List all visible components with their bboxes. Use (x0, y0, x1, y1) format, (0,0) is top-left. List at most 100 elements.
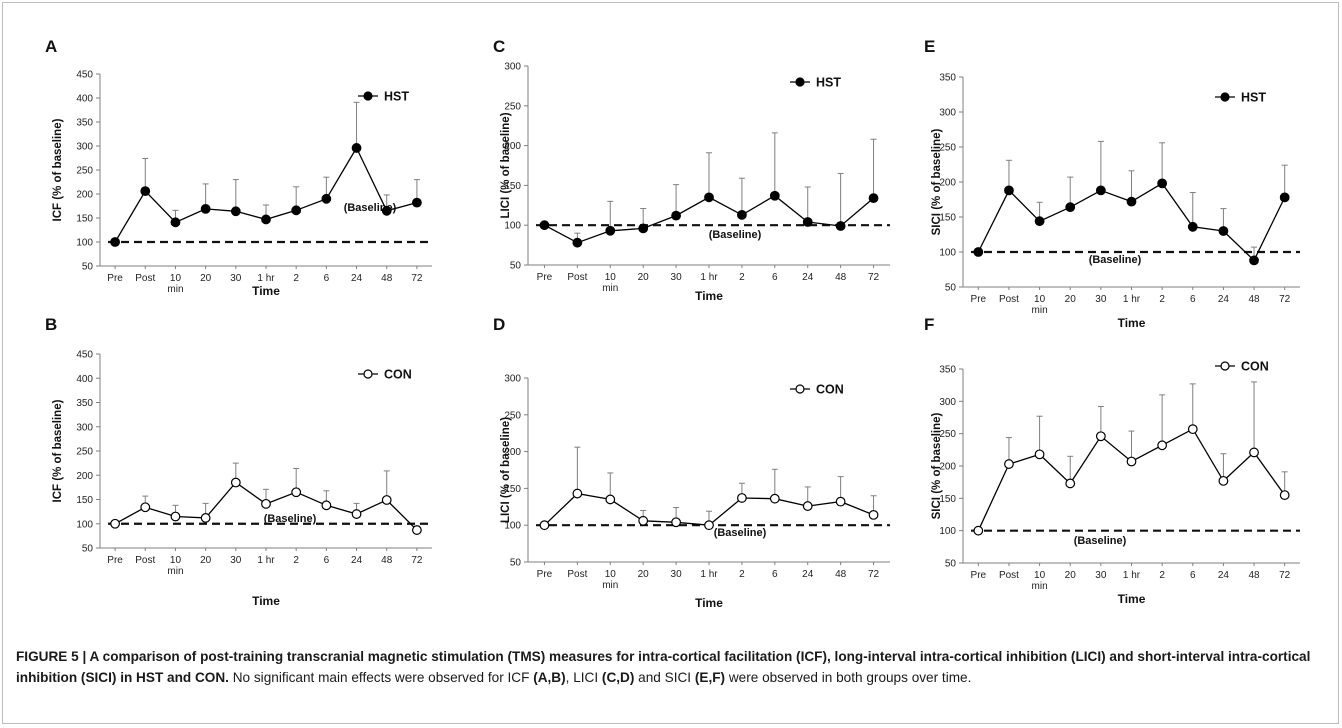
x-tick-label: 30 (1095, 570, 1107, 581)
data-point (835, 221, 846, 231)
x-tick-label: 30 (230, 555, 242, 566)
data-point (1034, 449, 1045, 460)
data-point (230, 477, 241, 488)
x-tick-label: 1 hr (700, 569, 718, 580)
data-point (200, 513, 211, 523)
x-tick-label: 48 (381, 273, 393, 284)
x-tick-label: 2 (739, 569, 745, 580)
data-point (737, 209, 747, 220)
caption-body-3: and SICI (634, 670, 695, 685)
data-point (1065, 202, 1076, 213)
data-point (835, 496, 846, 507)
x-axis-title: Time (695, 289, 723, 303)
data-point (605, 225, 616, 236)
data-point (170, 511, 181, 522)
x-tick-label: 48 (1248, 294, 1260, 305)
data-point (321, 500, 332, 511)
y-tick-label: 100 (939, 526, 956, 537)
x-tick-label: 30 (671, 272, 683, 283)
x-tick-label: Post (135, 273, 155, 284)
x-tick-label: 48 (835, 272, 847, 283)
y-axis-title: SICI (% of baseline) (931, 412, 943, 519)
data-point (381, 495, 392, 505)
y-tick-label: 250 (504, 101, 521, 112)
x-tick-label: 1 hr (1123, 570, 1141, 581)
x-tick-label: 72 (1279, 294, 1291, 305)
x-tick-label: Pre (537, 569, 553, 580)
x-tick-label: 20 (200, 273, 212, 284)
x-tick-label: 20 (200, 555, 212, 566)
x-tick-label-line2: min (602, 580, 618, 591)
data-point (1126, 456, 1137, 467)
data-point (321, 193, 332, 204)
x-tick-label: 24 (351, 273, 363, 284)
legend-marker (1220, 92, 1230, 102)
y-tick-label: 200 (76, 190, 93, 201)
y-tick-label: 100 (504, 221, 521, 232)
data-point (1004, 459, 1014, 469)
y-tick-label: 350 (76, 398, 93, 409)
x-tick-label: 6 (772, 272, 778, 283)
y-tick-label: 150 (76, 495, 93, 506)
y-axis-title: LICI (% of baseline) (500, 417, 512, 523)
x-tick-label: 30 (671, 569, 683, 580)
x-tick-label: Post (999, 294, 1019, 305)
x-tick-label: 6 (324, 273, 330, 284)
x-tick-label-line2: min (167, 284, 183, 295)
x-tick-label: 1 hr (257, 555, 275, 566)
legend-label: HST (816, 76, 841, 90)
baseline-label: (Baseline) (1074, 535, 1127, 547)
data-point (638, 223, 649, 234)
y-tick-label: 200 (939, 178, 956, 189)
x-tick-label: 72 (868, 569, 880, 580)
x-tick-label: 20 (638, 272, 650, 283)
x-tick-label: Post (567, 272, 587, 283)
legend-label: CON (816, 383, 844, 397)
data-point (110, 237, 120, 247)
x-tick-label: 2 (1159, 294, 1165, 305)
x-tick-label-line2: min (167, 566, 183, 577)
data-point (412, 197, 422, 208)
x-tick-label: 24 (802, 272, 814, 283)
data-point (1065, 478, 1076, 489)
x-tick-label: 1 hr (257, 273, 275, 284)
x-tick-label: 2 (293, 555, 299, 566)
data-point (671, 517, 681, 528)
x-axis-title: Time (1118, 316, 1146, 330)
data-point (291, 487, 302, 498)
baseline-label: (Baseline) (709, 229, 762, 241)
y-tick-label: 200 (504, 447, 521, 458)
chart-panel-f: F 50 100 150 200 250 300 350 SICI (% of baseline… (924, 315, 1300, 606)
y-tick-label: 100 (939, 248, 956, 259)
data-point (704, 192, 714, 203)
data-point (1034, 216, 1045, 227)
y-tick-label: 150 (939, 494, 956, 505)
y-tick-label: 200 (939, 462, 956, 473)
legend-marker (363, 91, 373, 101)
panel-label: D (493, 315, 505, 334)
data-point (1004, 185, 1014, 196)
data-point (230, 206, 241, 217)
y-tick-label: 50 (82, 544, 94, 555)
data-point (140, 502, 151, 513)
x-tick-label: 72 (411, 273, 423, 284)
baseline-label: (Baseline) (264, 513, 317, 525)
data-point (351, 509, 362, 519)
chart-panel-a: A 50 100 150 200 250 300 350 400 450 ICF (% of bas… (45, 37, 432, 298)
data-point (1279, 490, 1290, 501)
x-tick-label: 10 (1034, 570, 1046, 581)
panel-label: F (924, 315, 934, 334)
data-point (802, 501, 813, 511)
data-point (1249, 255, 1259, 266)
x-tick-label: 72 (868, 272, 880, 283)
y-tick-label: 50 (945, 559, 957, 570)
data-point (737, 493, 747, 503)
caption-body-1: No significant main effects were observe… (228, 670, 534, 685)
data-point (704, 520, 714, 531)
x-tick-label: 2 (1159, 570, 1165, 581)
data-point (769, 190, 780, 201)
y-tick-label: 250 (504, 410, 521, 421)
data-point (1218, 475, 1229, 486)
x-tick-label: 10 (170, 555, 182, 566)
